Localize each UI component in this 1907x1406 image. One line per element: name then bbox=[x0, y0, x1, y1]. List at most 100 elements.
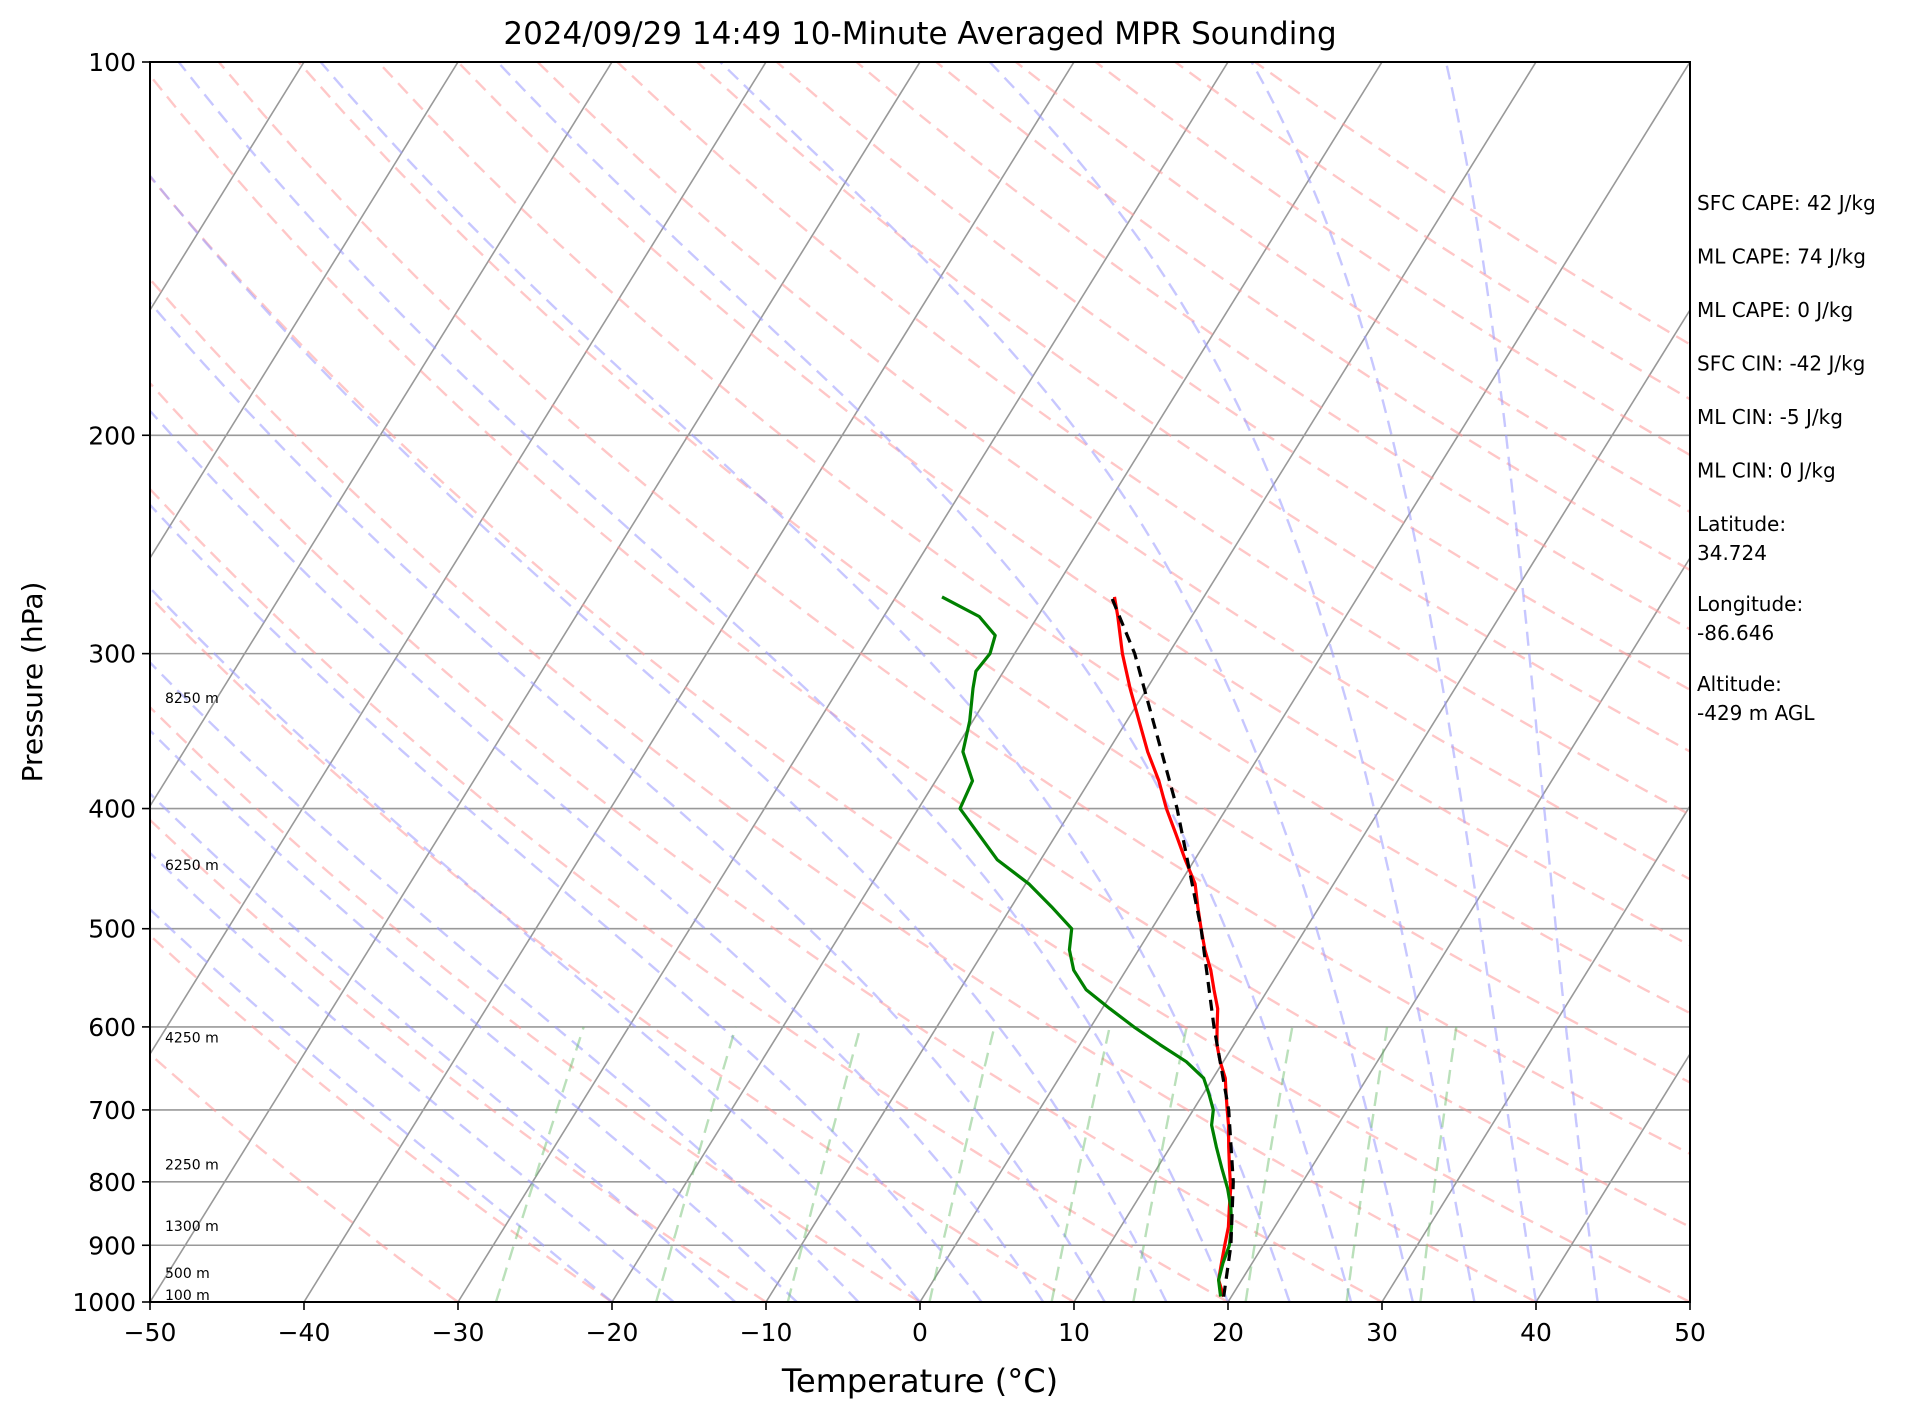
moist-adiabat bbox=[319, 62, 1291, 1302]
y-tick-label: 300 bbox=[88, 640, 136, 669]
isotherm-line bbox=[150, 62, 921, 1302]
moist-adiabat bbox=[150, 851, 675, 1302]
mixing-ratio-line bbox=[928, 1026, 996, 1302]
x-axis-label: Temperature (°C) bbox=[781, 1362, 1058, 1400]
chart-title: 2024/09/29 14:49 10-Minute Averaged MPR … bbox=[503, 16, 1336, 52]
mixing-ratio-line bbox=[1132, 1026, 1188, 1302]
moist-adiabat bbox=[150, 300, 1106, 1302]
parameter-label: ML CIN: -5 J/kg bbox=[1697, 405, 1843, 429]
y-axis-label: Pressure (hPa) bbox=[16, 582, 49, 783]
isotherm-line bbox=[765, 62, 1537, 1302]
moist-adiabat bbox=[177, 62, 1230, 1302]
y-tick-label: 800 bbox=[88, 1168, 136, 1197]
parameter-value: -429 m AGL bbox=[1697, 701, 1815, 725]
mixing-ratio-line bbox=[1345, 1026, 1389, 1302]
moist-adiabat bbox=[1250, 62, 1538, 1302]
sounding-parameters: SFC CAPE: 42 J/kg ML CAPE: 74 J/kg ML CAPE… bbox=[1697, 191, 1876, 725]
dry-adiabat bbox=[696, 62, 1690, 753]
parameter-value: -86.646 bbox=[1697, 621, 1774, 645]
x-axis-ticks: −50 −40 −30 −20 −10 0 10 20 30 40 50 bbox=[124, 1302, 1706, 1347]
mixing-ratio-line bbox=[1050, 1026, 1111, 1302]
parameter-label: ML CAPE: 0 J/kg bbox=[1697, 298, 1853, 322]
dewpoint-profile bbox=[941, 595, 1234, 1297]
height-label: 1300 m bbox=[165, 1219, 219, 1235]
moist-adiabat bbox=[150, 907, 613, 1302]
y-tick-label: 600 bbox=[88, 1013, 136, 1042]
parameter-label: SFC CAPE: 42 J/kg bbox=[1697, 191, 1876, 215]
moist-adiabat bbox=[150, 660, 860, 1302]
dry-adiabat bbox=[150, 487, 1229, 1302]
x-tick-label: −20 bbox=[586, 1318, 639, 1347]
height-label: 100 m bbox=[165, 1288, 210, 1304]
mixing-ratio-line bbox=[786, 1026, 862, 1302]
x-tick-label: 50 bbox=[1674, 1318, 1706, 1347]
isotherm-line bbox=[611, 62, 1383, 1302]
parcel-profile bbox=[1109, 596, 1235, 1297]
x-tick-label: 40 bbox=[1520, 1318, 1552, 1347]
moist-adiabat bbox=[150, 586, 921, 1302]
dry-adiabat bbox=[150, 381, 1383, 1302]
dry-adiabat bbox=[935, 62, 1690, 572]
dry-adiabat bbox=[150, 73, 1690, 1229]
y-tick-label: 700 bbox=[88, 1096, 136, 1125]
dry-adiabat bbox=[150, 1052, 459, 1302]
dry-adiabat bbox=[150, 174, 1690, 1302]
isotherm-line bbox=[1227, 556, 1690, 1302]
isotherm-line bbox=[1073, 308, 1690, 1302]
mixing-ratio-line bbox=[1244, 1026, 1294, 1302]
x-tick-label: −50 bbox=[124, 1318, 177, 1347]
isotherm-line bbox=[150, 62, 767, 1056]
x-tick-label: 30 bbox=[1366, 1318, 1398, 1347]
y-tick-label: 100 bbox=[88, 48, 136, 77]
height-label: 6250 m bbox=[165, 858, 219, 874]
moist-adiabat bbox=[1444, 62, 1599, 1302]
y-tick-label: 400 bbox=[88, 795, 136, 824]
parameter-label: Longitude: bbox=[1697, 592, 1803, 616]
mixing-ratio-line bbox=[494, 1026, 585, 1302]
moist-adiabat-lines bbox=[150, 62, 1599, 1302]
pressure-gridlines bbox=[150, 62, 1690, 1302]
parameter-label: ML CIN: 0 J/kg bbox=[1697, 459, 1836, 483]
moist-adiabat bbox=[150, 409, 1045, 1302]
dry-adiabat bbox=[616, 62, 1690, 817]
y-tick-label: 900 bbox=[88, 1231, 136, 1260]
moist-adiabat bbox=[150, 503, 983, 1302]
parameter-label: ML CAPE: 74 J/kg bbox=[1697, 245, 1866, 269]
dry-adiabat bbox=[150, 595, 1075, 1302]
moist-adiabat bbox=[988, 62, 1476, 1302]
isotherm-line bbox=[1535, 1052, 1690, 1302]
height-label: 2250 m bbox=[165, 1158, 219, 1174]
dry-adiabat-lines bbox=[150, 62, 1690, 1302]
mixing-ratio-line bbox=[655, 1026, 737, 1302]
dry-adiabat bbox=[377, 62, 1690, 1015]
y-tick-label: 500 bbox=[88, 915, 136, 944]
dry-adiabat bbox=[217, 62, 1690, 1156]
x-tick-label: 20 bbox=[1212, 1318, 1244, 1347]
y-tick-label: 200 bbox=[88, 421, 136, 450]
isotherm-line bbox=[303, 62, 1075, 1302]
y-tick-label: 1000 bbox=[72, 1288, 136, 1317]
sounding-profiles bbox=[941, 595, 1235, 1298]
x-tick-label: 10 bbox=[1058, 1318, 1090, 1347]
dry-adiabat bbox=[150, 277, 1537, 1302]
isotherm-line bbox=[150, 62, 613, 808]
height-label: 4250 m bbox=[165, 1031, 219, 1047]
isotherm-lines bbox=[150, 62, 1690, 1302]
isotherm-line bbox=[457, 62, 1229, 1302]
isotherm-line bbox=[150, 62, 459, 560]
moist-adiabat bbox=[150, 728, 798, 1302]
dry-adiabat bbox=[150, 705, 921, 1302]
dry-adiabat bbox=[297, 62, 1690, 1084]
parameter-value: 34.724 bbox=[1697, 541, 1767, 565]
x-tick-label: −10 bbox=[740, 1318, 793, 1347]
isotherm-line bbox=[150, 62, 305, 312]
parameter-label: SFC CIN: -42 J/kg bbox=[1697, 352, 1865, 376]
parameter-label: Altitude: bbox=[1697, 672, 1782, 696]
moist-adiabat bbox=[496, 62, 1353, 1302]
parameter-label: Latitude: bbox=[1697, 512, 1786, 536]
height-label: 500 m bbox=[165, 1266, 210, 1282]
mixing-ratio-line bbox=[1419, 1026, 1458, 1302]
dry-adiabat bbox=[776, 62, 1690, 692]
